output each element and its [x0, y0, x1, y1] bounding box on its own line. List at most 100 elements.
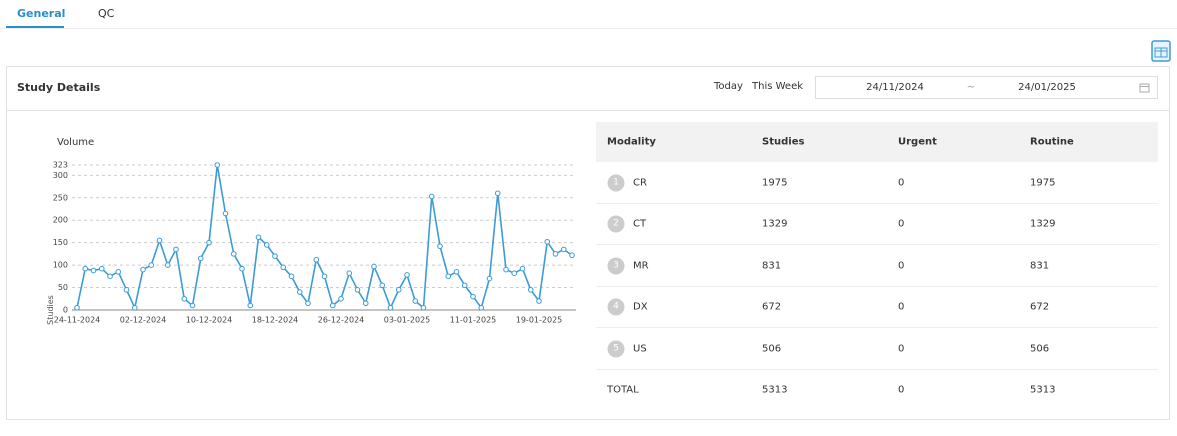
calendar-icon [1139, 83, 1150, 93]
point [115, 269, 122, 275]
header-cell: Urgent [898, 136, 937, 148]
rank-badge: 3 [607, 257, 625, 275]
panel-header [7, 67, 1169, 111]
point [263, 242, 270, 248]
point [503, 266, 509, 273]
point [445, 273, 452, 280]
point [536, 298, 542, 304]
total-cell: 5313 [762, 384, 788, 396]
point [379, 282, 386, 289]
chart-title: Volume [57, 137, 94, 148]
point [247, 302, 254, 309]
x-tick-label: 18-12-2024 [252, 316, 299, 325]
tab[interactable]: General [17, 7, 66, 20]
point [214, 162, 221, 168]
point [107, 273, 113, 280]
point [288, 273, 295, 280]
header-cell: Modality [607, 136, 656, 148]
tab[interactable]: QC [98, 7, 115, 20]
point [346, 270, 353, 276]
point [338, 295, 344, 302]
modality-cell: CR [633, 177, 647, 189]
point [527, 286, 534, 293]
point [371, 263, 377, 270]
row-divider [596, 244, 1158, 245]
table-header [596, 122, 1158, 162]
number-cell: 831 [1030, 260, 1050, 272]
number-cell: 672 [1030, 301, 1050, 313]
x-tick-label: 10-12-2024 [186, 316, 233, 325]
modality-cell: DX [633, 301, 648, 313]
rank-badge: 5 [607, 340, 625, 358]
y-tick-label: 100 [53, 261, 68, 270]
rank-badge: 2 [607, 215, 625, 233]
y-tick-label: 150 [53, 238, 68, 247]
point [164, 262, 171, 268]
point [305, 300, 311, 307]
number-cell: 0 [898, 343, 905, 355]
row-divider [596, 203, 1158, 204]
row-divider [596, 369, 1158, 370]
x-tick-label: 24-11-2024 [54, 316, 101, 325]
number-cell: 0 [898, 218, 905, 230]
line [76, 164, 573, 311]
point [404, 272, 410, 278]
quick-range[interactable]: This Week [752, 81, 804, 92]
point [272, 253, 278, 259]
number-cell: 672 [762, 301, 782, 313]
point [437, 243, 443, 250]
y-tick-label: 200 [53, 216, 68, 225]
date-separator: ~ [966, 82, 976, 93]
y-tick-label: 323 [53, 161, 68, 170]
point [470, 293, 476, 300]
x-tick-label: 11-01-2025 [450, 316, 497, 325]
number-cell: 1329 [762, 218, 788, 230]
point [296, 289, 303, 295]
point [552, 251, 559, 257]
point [90, 267, 97, 274]
number-cell: 506 [762, 343, 782, 355]
point [420, 304, 427, 311]
point [313, 256, 320, 263]
point [206, 239, 212, 246]
modality-cell: US [633, 343, 647, 355]
quick-range[interactable]: Today [714, 81, 743, 92]
y-axis-label: Studies [46, 295, 55, 325]
x-tick-label: 03-01-2025 [384, 316, 431, 325]
point [354, 286, 361, 293]
point [222, 210, 229, 217]
number-cell: 1329 [1030, 218, 1056, 230]
point [321, 273, 328, 280]
header-cell: Routine [1030, 136, 1074, 148]
modality-cell: CT [633, 218, 647, 230]
number-cell: 1975 [762, 177, 788, 189]
row-divider [596, 327, 1158, 328]
point [560, 246, 567, 253]
point [395, 286, 402, 293]
rank-badge: 1 [607, 174, 625, 192]
number-cell: 0 [898, 260, 905, 272]
total-cell: 0 [898, 384, 905, 396]
x-tick-label: 02-12-2024 [120, 316, 167, 325]
y-tick-label: 0 [63, 306, 68, 315]
total-cell: 5313 [1030, 384, 1056, 396]
tab-divider [0, 28, 1177, 29]
point [74, 304, 80, 311]
number-cell: 831 [762, 260, 782, 272]
export-icon[interactable] [1149, 39, 1173, 63]
point [280, 264, 287, 271]
point [98, 265, 105, 272]
point [461, 282, 468, 289]
tab-underline [6, 26, 64, 28]
header-cell: Studies [762, 136, 805, 148]
point [173, 246, 179, 253]
point [255, 234, 262, 241]
point [156, 237, 163, 244]
point [189, 302, 196, 309]
modality-cell: MR [633, 260, 649, 272]
point [140, 266, 146, 273]
point [494, 190, 501, 197]
date-range[interactable] [815, 76, 1158, 99]
